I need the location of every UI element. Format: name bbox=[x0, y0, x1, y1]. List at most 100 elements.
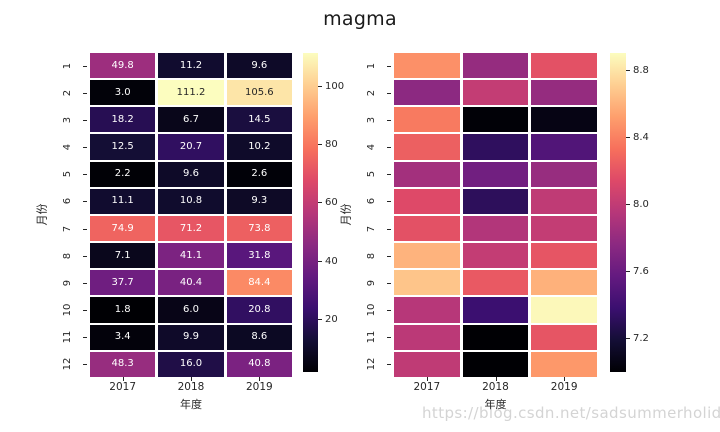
y-tick-label: 12 bbox=[366, 358, 377, 371]
y-tick-label: 10 bbox=[366, 303, 377, 317]
heatmap-cell: 37.7 bbox=[90, 270, 156, 296]
heatmap-cell: 9.9 bbox=[158, 324, 224, 350]
x-axis-label: 年度 bbox=[484, 398, 507, 411]
cell-annotation: 10.2 bbox=[248, 141, 271, 153]
heatmap-cell bbox=[531, 297, 597, 323]
heatmap-cell: 105.6 bbox=[226, 80, 292, 106]
cell-annotation: 12.5 bbox=[111, 141, 134, 153]
y-tick-label: 7 bbox=[62, 225, 73, 232]
figure-title: magma bbox=[323, 8, 397, 30]
heatmap-cell bbox=[531, 270, 597, 296]
heatmap-cell bbox=[394, 243, 460, 269]
y-tick-mark bbox=[83, 337, 87, 339]
heatmap-cell bbox=[531, 107, 597, 133]
heatmap-cell: 48.3 bbox=[90, 351, 156, 377]
cell-annotation: 74.9 bbox=[111, 222, 134, 234]
y-tick-label: 5 bbox=[62, 171, 73, 178]
colorbar-tick-mark bbox=[318, 318, 322, 320]
heatmap-cell: 2.6 bbox=[226, 161, 292, 187]
colorbar-tick-mark bbox=[626, 69, 630, 71]
cell-annotation: 10.8 bbox=[179, 195, 203, 207]
y-tick-label: 6 bbox=[62, 198, 73, 205]
y-tick-label: 11 bbox=[366, 330, 377, 344]
y-tick-mark bbox=[387, 147, 391, 149]
heatmap-cell: 84.4 bbox=[226, 270, 292, 296]
y-tick-mark bbox=[387, 65, 391, 67]
heatmap-cell bbox=[394, 188, 460, 214]
heatmap-cell: 71.2 bbox=[158, 215, 224, 242]
heatmap-cell: 8.6 bbox=[226, 324, 292, 350]
y-tick-mark bbox=[387, 92, 391, 94]
heatmap-cell bbox=[531, 188, 597, 214]
heatmap-cell bbox=[462, 134, 529, 160]
heatmap-cell bbox=[531, 324, 597, 350]
heatmap-cell: 14.5 bbox=[226, 107, 292, 133]
colorbar-tick-mark bbox=[626, 271, 630, 273]
colorbar-tick-label: 8.8 bbox=[633, 64, 649, 76]
y-tick-mark bbox=[387, 228, 391, 230]
y-tick-mark bbox=[83, 282, 87, 284]
heatmap-cell bbox=[462, 188, 529, 214]
heatmap-cell: 49.8 bbox=[90, 53, 156, 79]
cell-annotation: 9.9 bbox=[183, 331, 199, 343]
colorbar-tick-label: 40 bbox=[325, 255, 338, 267]
heatmap-cell bbox=[394, 297, 460, 323]
x-tick-label: 2018 bbox=[482, 381, 509, 393]
heatmap-cell: 16.0 bbox=[158, 351, 224, 377]
x-tick-label: 2019 bbox=[245, 381, 273, 393]
cell-annotation: 2.6 bbox=[251, 168, 268, 180]
colorbar-tick-label: 100 bbox=[325, 80, 345, 92]
y-tick-label: 12 bbox=[62, 358, 73, 371]
heatmap-cell bbox=[394, 134, 460, 160]
y-tick-label: 9 bbox=[366, 279, 377, 287]
colorbar-tick-mark bbox=[318, 85, 322, 87]
cell-annotation: 7.1 bbox=[114, 249, 131, 261]
colorbar-tick-label: 8.4 bbox=[633, 131, 649, 143]
heatmap-cell: 1.8 bbox=[90, 297, 156, 323]
heatmap-cell bbox=[462, 215, 529, 242]
heatmap-cell bbox=[531, 134, 597, 160]
cell-annotation: 3.4 bbox=[114, 331, 131, 343]
heatmap-cell: 6.0 bbox=[158, 297, 224, 323]
x-tick-label: 2019 bbox=[550, 381, 578, 393]
cell-annotation: 37.7 bbox=[111, 276, 134, 288]
y-tick-mark bbox=[387, 255, 391, 257]
colorbar-tick-label: 7.2 bbox=[633, 333, 649, 345]
cell-annotation: 9.3 bbox=[251, 195, 268, 207]
heatmap-cell bbox=[462, 351, 529, 377]
x-tick-mark bbox=[564, 377, 566, 381]
y-tick-mark bbox=[83, 174, 87, 176]
y-tick-label: 1 bbox=[366, 62, 377, 69]
cell-annotation: 9.6 bbox=[183, 168, 199, 180]
heatmap-cell bbox=[531, 215, 597, 242]
heatmap-cell: 40.4 bbox=[158, 270, 224, 296]
cell-annotation: 2.2 bbox=[114, 168, 131, 180]
cell-annotation: 11.2 bbox=[179, 59, 203, 71]
watermark: https://blog.csdn.net/sadsummerholiday bbox=[422, 404, 720, 422]
heatmap-cell bbox=[462, 53, 529, 79]
y-tick-mark bbox=[83, 92, 87, 94]
heatmap-cell: 74.9 bbox=[90, 215, 156, 242]
heatmap-cell: 11.1 bbox=[90, 188, 156, 214]
cell-annotation: 14.5 bbox=[248, 113, 271, 125]
heatmap-cell: 2.2 bbox=[90, 161, 156, 187]
y-tick-mark bbox=[387, 174, 391, 176]
heatmap-cell bbox=[394, 161, 460, 187]
cell-annotation: 3.0 bbox=[114, 86, 131, 98]
cell-annotation: 6.0 bbox=[183, 304, 199, 316]
x-tick-mark bbox=[122, 377, 124, 381]
heatmap-cell: 9.3 bbox=[226, 188, 292, 214]
y-tick-mark bbox=[83, 147, 87, 149]
heatmap-cell: 73.8 bbox=[226, 215, 292, 242]
y-tick-mark bbox=[387, 201, 391, 203]
y-tick-label: 11 bbox=[62, 330, 73, 344]
y-axis-label: 月份 bbox=[339, 203, 353, 226]
heatmap-cells bbox=[394, 53, 597, 377]
y-tick-mark bbox=[387, 364, 391, 366]
cell-annotation: 11.1 bbox=[111, 195, 134, 207]
y-axis-label: 月份 bbox=[35, 203, 49, 226]
cell-annotation: 105.6 bbox=[245, 86, 274, 98]
y-tick-mark bbox=[83, 119, 87, 121]
